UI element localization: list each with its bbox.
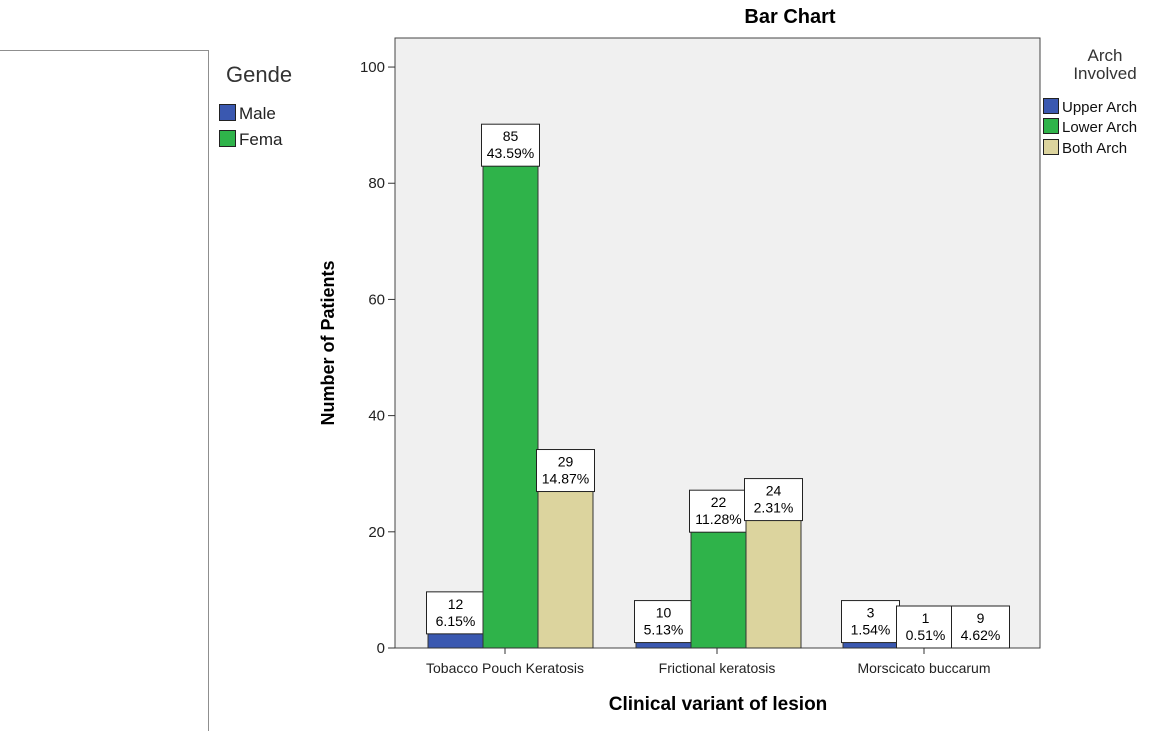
left-legend-label: Fema bbox=[239, 130, 283, 148]
bar-both-arch bbox=[745, 508, 802, 649]
legend-swatch-both-arch bbox=[1043, 139, 1059, 155]
data-label-box bbox=[481, 123, 540, 167]
data-label-count: 9 bbox=[977, 610, 985, 626]
data-label-box bbox=[951, 605, 1010, 649]
data-label-percent: 4.62% bbox=[961, 627, 1001, 643]
y-axis-label: Number of Patients bbox=[318, 260, 338, 425]
data-label-percent: 43.59% bbox=[487, 145, 534, 161]
left-legend-swatch bbox=[219, 130, 236, 147]
data-label-percent: 2.31% bbox=[754, 500, 794, 516]
legend-label: Upper Arch bbox=[1062, 99, 1138, 116]
data-label-count: 24 bbox=[766, 483, 782, 499]
data-label-box bbox=[426, 591, 485, 635]
legend-title-line: Involved bbox=[1073, 64, 1137, 83]
data-label-percent: 0.51% bbox=[906, 627, 946, 643]
data-label-count: 3 bbox=[867, 605, 875, 621]
bar-lower-arch bbox=[690, 519, 747, 649]
data-label-percent: 11.28% bbox=[695, 511, 741, 527]
legend-title-line: Arch bbox=[1087, 46, 1123, 65]
legend-item-both-arch: Both Arch bbox=[1043, 139, 1127, 157]
data-label-box bbox=[634, 600, 693, 644]
legend-item-lower-arch: Lower Arch bbox=[1043, 118, 1137, 136]
data-label-box bbox=[536, 449, 595, 493]
data-label-box bbox=[841, 600, 900, 644]
data-label-count: 29 bbox=[558, 454, 574, 470]
left-chart-panel bbox=[0, 50, 209, 731]
data-label-count: 12 bbox=[448, 596, 464, 612]
legend-swatch-upper-arch bbox=[1043, 98, 1059, 114]
data-label-count: 10 bbox=[656, 605, 672, 621]
data-label-box bbox=[689, 489, 748, 533]
y-tick-label: 60 bbox=[368, 291, 385, 308]
x-tick-label: Morscicato buccarum bbox=[857, 660, 990, 676]
data-label-count: 85 bbox=[503, 128, 519, 144]
left-legend-label: Male bbox=[239, 104, 276, 122]
left-legend-swatch bbox=[219, 104, 236, 121]
x-tick-label: Frictional keratosis bbox=[659, 660, 776, 676]
chart-title: Bar Chart bbox=[744, 6, 836, 28]
data-label-percent: 5.13% bbox=[644, 622, 684, 638]
legend-label: Lower Arch bbox=[1062, 119, 1138, 136]
data-label-count: 1 bbox=[922, 610, 930, 626]
data-label-percent: 1.54% bbox=[851, 622, 891, 638]
bar-lower-arch bbox=[482, 153, 539, 649]
legend-item-upper-arch: Upper Arch bbox=[1043, 98, 1137, 116]
bar-both-arch bbox=[537, 479, 594, 649]
x-axis-label: Clinical variant of lesion bbox=[609, 694, 828, 715]
data-label-percent: 14.87% bbox=[542, 471, 589, 487]
legend-title: Arch Involved bbox=[1060, 47, 1150, 83]
y-tick-label: 20 bbox=[368, 524, 385, 541]
data-label-count: 22 bbox=[711, 494, 727, 510]
data-label-box bbox=[744, 478, 803, 522]
data-label-percent: 6.15% bbox=[436, 613, 476, 629]
legend-swatch-lower-arch bbox=[1043, 118, 1059, 134]
x-tick-label: Tobacco Pouch Keratosis bbox=[426, 660, 584, 676]
legend-label: Both Arch bbox=[1062, 140, 1128, 157]
y-tick-label: 0 bbox=[377, 640, 385, 657]
y-tick-label: 100 bbox=[360, 59, 385, 76]
data-label-box bbox=[896, 605, 955, 649]
y-tick-label: 80 bbox=[368, 175, 385, 192]
left-legend-item-male: Male bbox=[219, 104, 299, 122]
left-legend-item-female: Fema bbox=[219, 130, 299, 148]
y-tick-label: 40 bbox=[368, 408, 385, 425]
bar-chart: 0 20 40 60 80 100 Number of Patients Clinical v… bbox=[318, 37, 1041, 715]
left-legend-title: Gende bbox=[226, 62, 293, 87]
